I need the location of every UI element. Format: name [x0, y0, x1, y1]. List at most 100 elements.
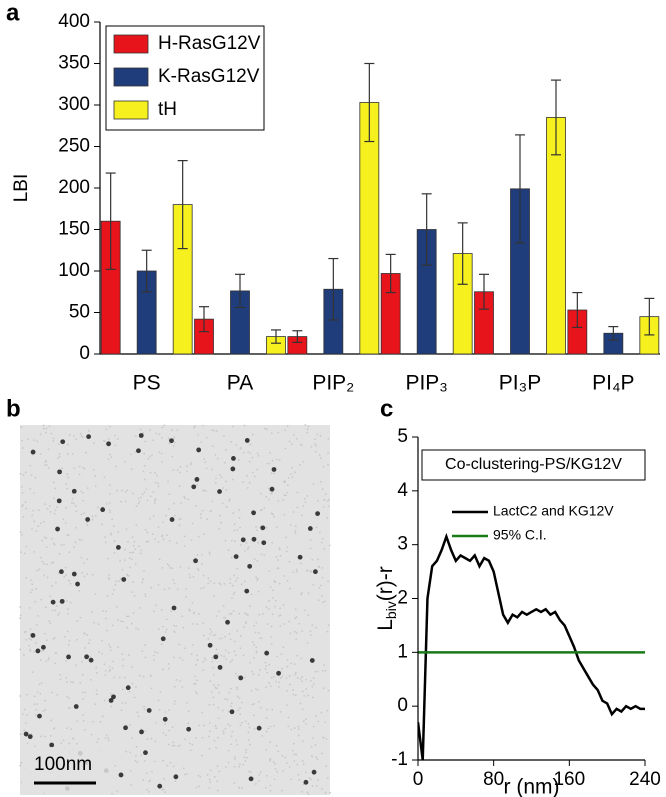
texture: [194, 682, 197, 685]
texture: [122, 620, 124, 623]
texture: [219, 474, 221, 476]
texture: [142, 578, 144, 581]
texture: [130, 558, 133, 561]
x-tick-label: PA: [227, 372, 253, 395]
texture: [152, 491, 155, 493]
texture: [47, 466, 50, 469]
texture: [297, 773, 300, 776]
texture: [269, 685, 272, 688]
gold-particle: [75, 581, 80, 587]
texture: [230, 539, 233, 542]
texture: [203, 458, 206, 460]
texture: [275, 599, 277, 602]
gold-particle: [313, 569, 318, 575]
texture: [108, 574, 111, 576]
texture: [277, 500, 280, 502]
texture: [257, 590, 260, 593]
texture: [103, 476, 106, 479]
texture: [149, 495, 152, 498]
texture: [51, 537, 53, 540]
texture: [310, 745, 313, 748]
texture: [315, 715, 318, 718]
texture: [269, 789, 272, 792]
texture: [138, 500, 141, 503]
texture: [192, 644, 194, 646]
texture: [320, 480, 322, 483]
texture: [58, 452, 61, 455]
texture: [214, 724, 217, 727]
texture: [131, 536, 134, 539]
texture: [225, 448, 227, 451]
texture: [285, 762, 288, 764]
texture: [233, 591, 236, 594]
texture: [279, 554, 282, 557]
texture: [296, 506, 299, 509]
texture: [108, 665, 111, 668]
texture: [72, 502, 75, 505]
texture: [90, 611, 93, 613]
texture: [225, 506, 228, 508]
texture: [188, 608, 191, 611]
texture: [119, 577, 122, 580]
texture: [40, 598, 42, 601]
texture: [65, 660, 68, 662]
texture: [246, 474, 248, 477]
texture: [144, 440, 147, 443]
texture: [25, 638, 28, 641]
texture: [286, 491, 289, 494]
texture: [137, 497, 140, 500]
texture: [124, 491, 127, 494]
texture: [23, 631, 26, 634]
texture: [251, 703, 254, 706]
texture: [325, 738, 328, 740]
texture: [315, 784, 318, 787]
texture: [150, 586, 153, 589]
texture: [76, 638, 78, 641]
texture: [225, 766, 227, 768]
texture: [144, 595, 147, 598]
texture: [193, 426, 196, 429]
texture: [181, 686, 184, 688]
texture: [142, 675, 145, 678]
texture: [233, 756, 236, 759]
texture: [116, 489, 119, 492]
texture: [198, 785, 201, 788]
gold-particle: [146, 708, 152, 713]
gold-particle: [108, 698, 114, 703]
texture: [208, 730, 211, 733]
texture: [155, 432, 158, 435]
texture: [183, 773, 186, 776]
texture: [187, 710, 190, 713]
texture: [68, 697, 70, 700]
texture: [200, 516, 202, 519]
gold-particle: [269, 486, 275, 492]
texture: [286, 659, 289, 661]
texture: [173, 441, 176, 444]
texture: [216, 765, 219, 768]
texture: [157, 628, 160, 630]
texture: [154, 497, 157, 500]
texture: [233, 650, 236, 653]
texture: [162, 521, 164, 524]
texture: [34, 745, 37, 748]
texture: [250, 593, 253, 596]
texture: [79, 682, 82, 684]
texture: [154, 538, 157, 541]
texture: [199, 775, 202, 778]
texture: [256, 452, 259, 455]
texture: [256, 579, 259, 582]
texture: [51, 609, 54, 612]
texture: [84, 728, 86, 731]
texture: [198, 724, 200, 727]
texture: [33, 520, 36, 523]
texture: [278, 459, 281, 461]
texture: [130, 453, 132, 456]
texture: [151, 454, 154, 456]
texture: [221, 709, 224, 712]
texture: [52, 638, 55, 640]
texture: [292, 742, 295, 745]
texture: [317, 566, 320, 568]
texture: [173, 744, 176, 747]
texture: [227, 761, 230, 764]
texture: [233, 523, 236, 526]
